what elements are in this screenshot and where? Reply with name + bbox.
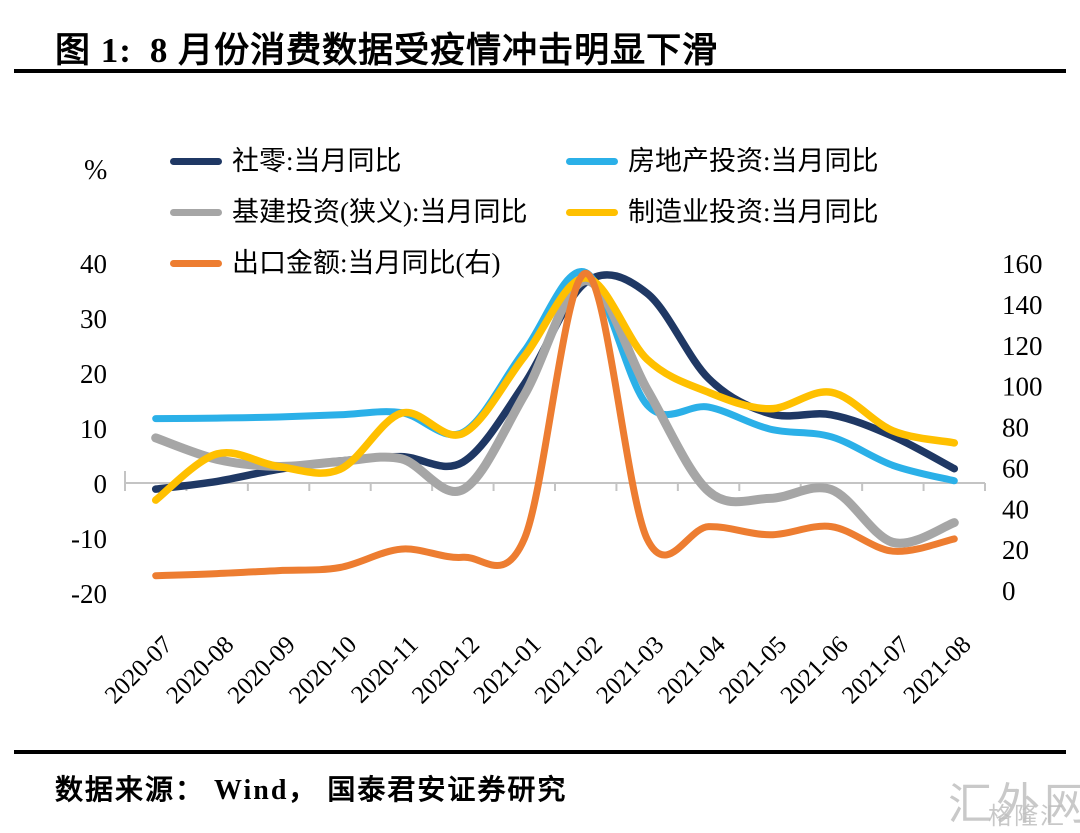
watermark-secondary: 格隆汇	[988, 804, 1066, 830]
series-line-real-estate-investment	[152, 268, 958, 485]
left-axis-unit-label: %	[84, 155, 108, 186]
x-axis-label: 2021-05	[714, 631, 792, 709]
left-axis-tick-label: 10	[80, 414, 107, 444]
x-axis-label: 2020-11	[346, 631, 423, 708]
x-axis-label: 2021-01	[469, 631, 547, 709]
x-axis-label: 2020-10	[284, 631, 362, 709]
left-axis-tick-label: -20	[71, 579, 107, 609]
left-axis-tick-label: 40	[80, 249, 107, 279]
x-axis-label: 2021-06	[776, 631, 854, 709]
right-axis-tick-label: 20	[1002, 535, 1029, 565]
x-axis-label: 2020-09	[223, 631, 301, 709]
figure-label: 图 1:	[55, 31, 132, 70]
right-axis-tick-label: 160	[1002, 249, 1043, 279]
series-line-infrastructure-investment	[151, 276, 959, 548]
x-axis-label: 2021-04	[653, 631, 731, 709]
footer-divider	[14, 750, 1066, 754]
right-axis-tick-label: 80	[1002, 413, 1029, 443]
series-line-manufacturing-investment	[151, 274, 959, 504]
right-axis-tick-label: 140	[1002, 290, 1043, 320]
x-axis-label: 2021-07	[837, 631, 915, 709]
x-axis-label: 2021-08	[899, 631, 977, 709]
watermark-primary: 汇外网	[948, 780, 1080, 829]
left-axis-tick-label: 0	[94, 469, 108, 499]
right-axis-tick-label: 100	[1002, 372, 1043, 402]
page-title: 图 1: 8 月份消费数据受疫情冲击明显下滑	[55, 22, 718, 73]
x-axis-label: 2020-08	[161, 631, 239, 709]
right-axis-tick-label: 120	[1002, 331, 1043, 361]
x-axis-label: 2021-02	[530, 631, 608, 709]
title-divider	[14, 69, 1066, 73]
left-axis-tick-label: 20	[80, 359, 107, 389]
x-axis-label: 2020-07	[100, 631, 178, 709]
figure-title-text: 8 月份消费数据受疫情冲击明显下滑	[149, 31, 719, 70]
left-axis-tick-label: 30	[80, 304, 107, 334]
x-axis-label: 2020-12	[407, 631, 485, 709]
series-line-export-value	[152, 269, 958, 580]
right-axis-tick-label: 40	[1002, 494, 1029, 524]
left-axis-tick-label: -10	[71, 524, 107, 554]
right-axis-tick-label: 0	[1002, 576, 1016, 606]
right-axis-tick-label: 60	[1002, 453, 1029, 483]
x-axis-label: 2021-03	[591, 631, 669, 709]
data-source-text: 数据来源： Wind， 国泰君安证券研究	[55, 775, 568, 806]
